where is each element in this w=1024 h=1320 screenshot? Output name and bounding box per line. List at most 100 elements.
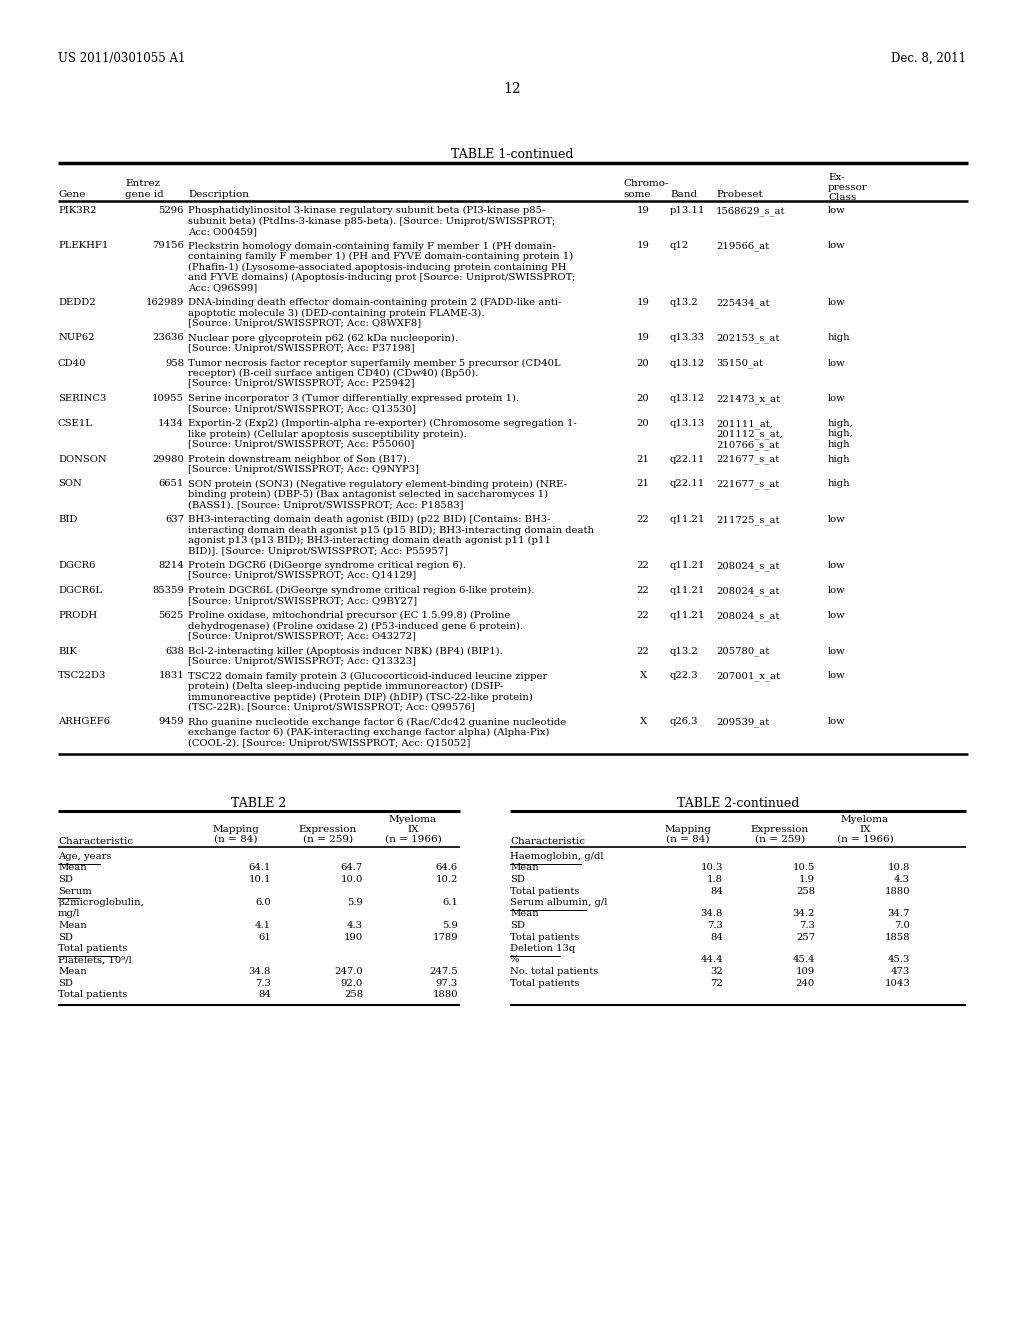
- Text: Expression: Expression: [299, 825, 357, 834]
- Text: [Source: Uniprot/SWISSPROT; Acc: Q9BY27]: [Source: Uniprot/SWISSPROT; Acc: Q9BY27]: [188, 597, 417, 606]
- Text: low: low: [828, 561, 846, 570]
- Text: q13.33: q13.33: [670, 334, 706, 342]
- Text: 7.3: 7.3: [708, 921, 723, 931]
- Text: low: low: [828, 393, 846, 403]
- Text: high,: high,: [828, 429, 854, 438]
- Text: 4.3: 4.3: [894, 875, 910, 884]
- Text: 1880: 1880: [432, 990, 458, 999]
- Text: SD: SD: [58, 932, 73, 941]
- Text: Phosphatidylinositol 3-kinase regulatory subunit beta (PI3-kinase p85-: Phosphatidylinositol 3-kinase regulatory…: [188, 206, 546, 215]
- Text: SON protein (SON3) (Negative regulatory element-binding protein) (NRE-: SON protein (SON3) (Negative regulatory …: [188, 479, 567, 488]
- Text: [Source: Uniprot/SWISSPROT; Acc: Q13530]: [Source: Uniprot/SWISSPROT; Acc: Q13530]: [188, 404, 416, 413]
- Text: high: high: [828, 334, 851, 342]
- Text: Characteristic: Characteristic: [510, 837, 585, 846]
- Text: 21: 21: [637, 479, 649, 488]
- Text: 61: 61: [258, 932, 271, 941]
- Text: 208024_s_at: 208024_s_at: [716, 561, 779, 570]
- Text: 1.8: 1.8: [707, 875, 723, 884]
- Text: IX: IX: [408, 825, 419, 834]
- Text: Acc: O00459]: Acc: O00459]: [188, 227, 257, 236]
- Text: 22: 22: [637, 611, 649, 620]
- Text: q22.11: q22.11: [670, 454, 706, 463]
- Text: 6651: 6651: [159, 479, 184, 488]
- Text: Dec. 8, 2011: Dec. 8, 2011: [891, 51, 966, 65]
- Text: Mean: Mean: [58, 968, 87, 975]
- Text: Serine incorporator 3 (Tumor differentially expressed protein 1).: Serine incorporator 3 (Tumor differentia…: [188, 393, 519, 403]
- Text: 208024_s_at: 208024_s_at: [716, 611, 779, 620]
- Text: 247.0: 247.0: [334, 968, 362, 975]
- Text: some: some: [623, 190, 650, 199]
- Text: Total patients: Total patients: [510, 887, 580, 895]
- Text: 10.0: 10.0: [341, 875, 362, 884]
- Text: Gene: Gene: [58, 190, 85, 199]
- Text: 638: 638: [165, 647, 184, 656]
- Text: Characteristic: Characteristic: [58, 837, 133, 846]
- Text: 21: 21: [637, 454, 649, 463]
- Text: Mapping: Mapping: [665, 825, 712, 834]
- Text: [Source: Uniprot/SWISSPROT; Acc: O43272]: [Source: Uniprot/SWISSPROT; Acc: O43272]: [188, 632, 416, 642]
- Text: 958: 958: [165, 359, 184, 367]
- Text: 34.8: 34.8: [249, 968, 271, 975]
- Text: Protein DGCR6 (DiGeorge syndrome critical region 6).: Protein DGCR6 (DiGeorge syndrome critica…: [188, 561, 466, 570]
- Text: high: high: [828, 479, 851, 488]
- Text: (COOL-2). [Source: Uniprot/SWISSPROT; Acc: Q15052]: (COOL-2). [Source: Uniprot/SWISSPROT; Ac…: [188, 738, 470, 747]
- Text: 10.8: 10.8: [888, 863, 910, 873]
- Text: 45.3: 45.3: [888, 956, 910, 965]
- Text: 7.3: 7.3: [799, 921, 815, 931]
- Text: TSC22 domain family protein 3 (Glucocorticoid-induced leucine zipper: TSC22 domain family protein 3 (Glucocort…: [188, 672, 548, 681]
- Text: 225434_at: 225434_at: [716, 298, 769, 308]
- Text: Myeloma: Myeloma: [841, 814, 889, 824]
- Text: 9459: 9459: [159, 718, 184, 726]
- Text: p13.11: p13.11: [670, 206, 706, 215]
- Text: agonist p13 (p13 BID); BH3-interacting domain death agonist p11 (p11: agonist p13 (p13 BID); BH3-interacting d…: [188, 536, 551, 545]
- Text: TABLE 2-continued: TABLE 2-continued: [677, 797, 799, 810]
- Text: 84: 84: [710, 887, 723, 895]
- Text: 20: 20: [637, 418, 649, 428]
- Text: BID)]. [Source: Uniprot/SWISSPROT; Acc: P55957]: BID)]. [Source: Uniprot/SWISSPROT; Acc: …: [188, 546, 449, 556]
- Text: 207001_x_at: 207001_x_at: [716, 672, 780, 681]
- Text: 162989: 162989: [145, 298, 184, 308]
- Text: 5.9: 5.9: [442, 921, 458, 931]
- Text: 29980: 29980: [153, 454, 184, 463]
- Text: 257: 257: [796, 932, 815, 941]
- Text: 1.9: 1.9: [799, 875, 815, 884]
- Text: 12: 12: [503, 82, 521, 96]
- Text: (n = 1966): (n = 1966): [837, 836, 893, 843]
- Text: 20: 20: [637, 359, 649, 367]
- Text: Rho guanine nucleotide exchange factor 6 (Rac/Cdc42 guanine nucleotide: Rho guanine nucleotide exchange factor 6…: [188, 718, 566, 726]
- Text: q13.2: q13.2: [670, 298, 698, 308]
- Text: low: low: [828, 718, 846, 726]
- Text: 202153_s_at: 202153_s_at: [716, 334, 779, 343]
- Text: Total patients: Total patients: [510, 932, 580, 941]
- Text: SD: SD: [510, 921, 525, 931]
- Text: (n = 84): (n = 84): [214, 836, 258, 843]
- Text: 5625: 5625: [159, 611, 184, 620]
- Text: q11.21: q11.21: [670, 611, 706, 620]
- Text: 1568629_s_at: 1568629_s_at: [716, 206, 785, 215]
- Text: pressor: pressor: [828, 183, 868, 191]
- Text: Exportin-2 (Exp2) (Importin-alpha re-exporter) (Chromosome segregation 1-: Exportin-2 (Exp2) (Importin-alpha re-exp…: [188, 418, 577, 428]
- Text: 35150_at: 35150_at: [716, 359, 763, 368]
- Text: [Source: Uniprot/SWISSPROT; Acc: P55060]: [Source: Uniprot/SWISSPROT; Acc: P55060]: [188, 440, 415, 449]
- Text: 64.6: 64.6: [436, 863, 458, 873]
- Text: 6.1: 6.1: [442, 898, 458, 907]
- Text: 7.0: 7.0: [894, 921, 910, 931]
- Text: 84: 84: [710, 932, 723, 941]
- Text: 22: 22: [637, 586, 649, 595]
- Text: [Source: Uniprot/SWISSPROT; Acc: Q13323]: [Source: Uniprot/SWISSPROT; Acc: Q13323]: [188, 657, 416, 667]
- Text: 4.1: 4.1: [255, 921, 271, 931]
- Text: Protein downstream neighbor of Son (B17).: Protein downstream neighbor of Son (B17)…: [188, 454, 410, 463]
- Text: low: low: [828, 672, 846, 681]
- Text: β2microglobulin,: β2microglobulin,: [58, 898, 144, 907]
- Text: 240: 240: [796, 978, 815, 987]
- Text: 6.0: 6.0: [255, 898, 271, 907]
- Text: DONSON: DONSON: [58, 454, 106, 463]
- Text: 22: 22: [637, 515, 649, 524]
- Text: CD40: CD40: [58, 359, 86, 367]
- Text: Mean: Mean: [58, 921, 87, 931]
- Text: exchange factor 6) (PAK-interacting exchange factor alpha) (Alpha-Pix): exchange factor 6) (PAK-interacting exch…: [188, 729, 550, 737]
- Text: 22: 22: [637, 561, 649, 570]
- Text: 473: 473: [891, 968, 910, 975]
- Text: 34.2: 34.2: [793, 909, 815, 919]
- Text: Pleckstrin homology domain-containing family F member 1 (PH domain-: Pleckstrin homology domain-containing fa…: [188, 242, 556, 251]
